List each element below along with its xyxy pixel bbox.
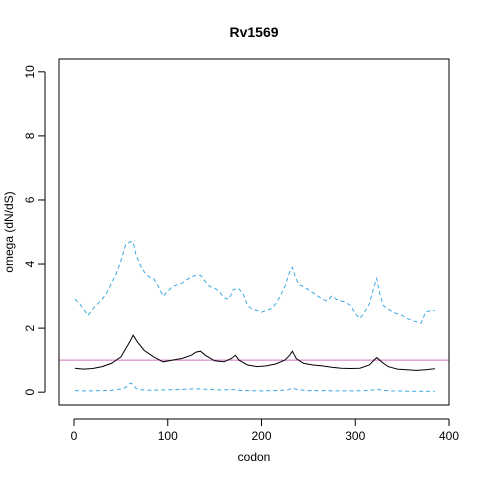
y-tick-label: 8 — [23, 132, 37, 139]
plot-area — [59, 241, 449, 392]
x-axis-label: codon — [238, 450, 271, 464]
y-tick-label: 2 — [23, 324, 37, 331]
x-tick-label: 0 — [71, 429, 78, 443]
series-line-3 — [74, 382, 435, 392]
x-tick-label: 300 — [345, 429, 365, 443]
y-tick-label: 0 — [23, 389, 37, 396]
chart-title: Rv1569 — [229, 24, 278, 40]
y-tick-label: 4 — [23, 260, 37, 267]
x-tick-label: 100 — [158, 429, 178, 443]
series-line-2 — [74, 241, 435, 324]
series-line-1 — [74, 334, 435, 371]
plot-frame — [58, 58, 450, 406]
x-tick-label: 400 — [439, 429, 459, 443]
y-axis-label: omega (dN/dS) — [2, 191, 16, 272]
x-axis: 0 100 200 300 400 — [71, 418, 459, 443]
x-tick-label: 200 — [251, 429, 271, 443]
y-tick-label: 6 — [23, 196, 37, 203]
y-tick-label: 10 — [23, 65, 37, 79]
y-axis: 0 2 4 6 8 10 — [23, 65, 46, 396]
